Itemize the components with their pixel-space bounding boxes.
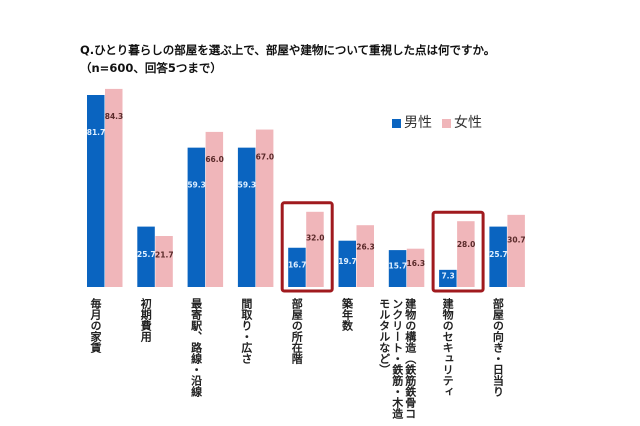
- legend-label-male: 男性: [404, 115, 432, 131]
- bar-female-1: [155, 236, 173, 287]
- data-label-male-3: 59.3: [238, 181, 257, 190]
- legend-swatch-female: [442, 118, 451, 128]
- x-tick-label: 建物の構造（鉄筋鉄骨コンクリート・鉄筋・木造モルタルなど）: [377, 298, 417, 419]
- bar-female-7: [457, 221, 475, 287]
- x-tick-label: 築年数: [340, 298, 354, 331]
- data-label-male-7: 7.3: [441, 271, 454, 280]
- chart-title: Q.ひとり暮らしの部屋を選ぶ上で、部屋や建物について重視した点は何ですか。: [80, 43, 496, 57]
- data-label-male-8: 25.7: [489, 250, 508, 259]
- legend: 男性 女性: [392, 112, 482, 132]
- x-tick-label: 最寄駅、路線・沿線: [189, 298, 203, 397]
- bar-male-1: [137, 226, 155, 287]
- x-tick-label: 初期費用: [139, 298, 153, 342]
- data-label-male-0: 81.7: [87, 128, 106, 137]
- data-label-female-0: 84.3: [105, 112, 124, 121]
- data-label-female-3: 67.0: [256, 153, 275, 162]
- bar-male-5: [338, 240, 356, 287]
- bar-male-6: [388, 250, 407, 287]
- data-label-female-7: 28.0: [457, 240, 476, 249]
- bar-male-8: [489, 226, 507, 287]
- data-label-female-4: 32.0: [306, 233, 325, 242]
- data-label-female-6: 16.3: [407, 259, 426, 268]
- data-label-female-2: 66.0: [205, 155, 224, 164]
- highlight-box-4: [280, 201, 334, 293]
- bar-female-4: [306, 211, 324, 287]
- data-label-male-1: 25.7: [137, 250, 156, 259]
- data-label-male-5: 19.7: [338, 257, 357, 266]
- bar-female-2: [205, 131, 224, 287]
- x-tick-label: 部屋の向き・日当り: [491, 298, 505, 397]
- data-label-female-5: 26.3: [356, 243, 375, 252]
- data-label-male-6: 15.7: [389, 262, 408, 271]
- legend-label-female: 女性: [454, 115, 482, 131]
- x-tick-label: 部屋の所在階: [290, 298, 304, 364]
- x-tick-label: 建物のセキュリティ: [441, 298, 455, 397]
- bar-female-6: [406, 248, 425, 287]
- highlight-box-7: [431, 210, 485, 293]
- bar-male-3: [237, 147, 256, 287]
- bar-female-0: [105, 88, 123, 288]
- data-label-male-2: 59.3: [187, 181, 206, 190]
- legend-swatch-male: [392, 118, 401, 128]
- bar-male-0: [87, 95, 105, 287]
- bar-female-8: [507, 214, 525, 287]
- data-label-male-4: 16.7: [288, 260, 307, 269]
- legend-item-female: 女性: [442, 112, 482, 132]
- bar-female-5: [356, 225, 374, 287]
- data-label-female-8: 30.7: [507, 235, 526, 244]
- bar-male-7: [439, 269, 457, 287]
- bar-male-2: [187, 147, 206, 287]
- bar-male-4: [288, 247, 306, 287]
- data-label-female-1: 21.7: [155, 250, 174, 259]
- chart-subtitle: （n=600、回答5つまで）: [80, 61, 222, 75]
- legend-item-male: 男性: [392, 112, 432, 132]
- bar-female-3: [255, 129, 274, 287]
- x-tick-label: 毎月の家賃: [89, 298, 102, 353]
- x-tick-label: 間取り・広さ: [239, 298, 253, 364]
